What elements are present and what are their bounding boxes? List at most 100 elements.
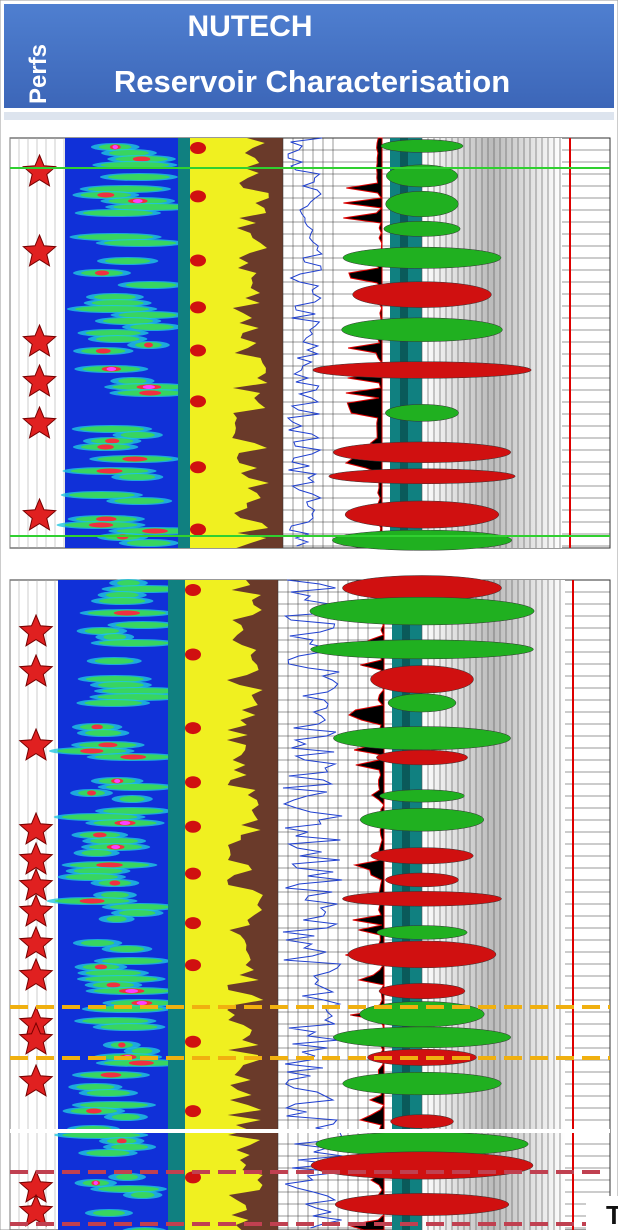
image-band [95,336,140,342]
image-band [128,1060,154,1066]
flow-fill [352,281,492,308]
flow-fill [383,220,461,237]
image-band [82,210,153,216]
image-band [102,318,154,324]
image-band [100,1024,158,1030]
image-band [130,1192,155,1198]
flow-fill [387,693,457,713]
flow-fill [385,404,459,422]
image-band [125,282,177,288]
perf-star [22,153,57,187]
separator [4,112,614,120]
image-band [116,1174,138,1180]
image-band [80,940,115,946]
image-band [113,204,188,210]
image-band [85,330,141,336]
flow-fill [342,575,502,601]
image-band [93,832,107,838]
corner-box [586,1196,618,1230]
red-fill [185,959,201,972]
subtitle: Reservoir Characterisation [114,64,510,99]
image-band [144,342,153,348]
perf-star [18,1193,54,1227]
image-band [68,492,135,498]
red-fill [185,820,201,833]
flow-fill [386,164,458,188]
image-band [97,192,115,198]
image-band [82,1018,149,1024]
image-band [92,1210,126,1216]
image-band [98,1186,159,1192]
flow-fill [376,749,468,766]
flow-fill [310,1151,534,1180]
image-band [132,199,143,203]
image-band [84,700,143,706]
teal-center [400,138,408,548]
image-band [85,676,144,682]
perf-star [22,405,57,439]
image-band [65,874,118,880]
image-band [99,598,146,604]
flow-fill [379,789,465,803]
red-fill [185,722,201,735]
flow-fill [370,665,474,694]
flow-fill [332,441,512,463]
red-fill [185,867,201,880]
image-band [87,790,97,796]
image-band [91,300,144,306]
image-band [98,742,118,748]
image-band [113,610,141,616]
image-band [93,1181,98,1185]
flow-fill [328,468,516,485]
red-fill [185,584,201,596]
image-band [76,1084,115,1090]
perf-star [18,867,54,901]
flow-fill [347,940,497,969]
log-panels [4,137,614,1230]
flow-fill [334,1193,510,1216]
image-band [93,294,136,300]
red-fill [190,190,206,203]
image-band [111,1114,140,1120]
image-band [86,1108,102,1114]
image-band [87,186,164,192]
image-band [131,1048,153,1054]
perf-star [22,233,57,267]
flow-fill [333,726,511,751]
image-band [114,779,121,783]
image-band [118,312,177,318]
image-band [109,880,121,886]
image-band [122,456,148,462]
image-band [95,348,111,354]
red-fill [185,917,201,930]
image-band [132,156,151,162]
perf-star [18,613,54,647]
flow-fill [344,500,500,529]
image-band [130,324,174,330]
image-band [111,1144,149,1150]
image-band [97,682,144,688]
image-band [136,1001,148,1005]
flow-fill [359,808,485,832]
image-band [96,516,117,522]
red-fill [190,395,206,408]
red-fill [185,648,201,661]
red-fill [190,461,206,474]
gap [4,552,614,576]
image-band [105,784,169,790]
red-fill [185,776,201,789]
image-band [103,634,127,640]
image-band [119,474,156,480]
flow-fill [370,847,474,865]
image-band [116,1138,127,1144]
flow-fill [390,1114,454,1129]
image-band [105,592,139,598]
flow-fill [342,1071,502,1096]
red-fill [190,523,206,536]
image-band [118,1042,126,1048]
image-band [106,982,121,988]
side-label: Perfs [25,44,52,104]
image-band [81,850,112,856]
image-band [120,432,155,438]
